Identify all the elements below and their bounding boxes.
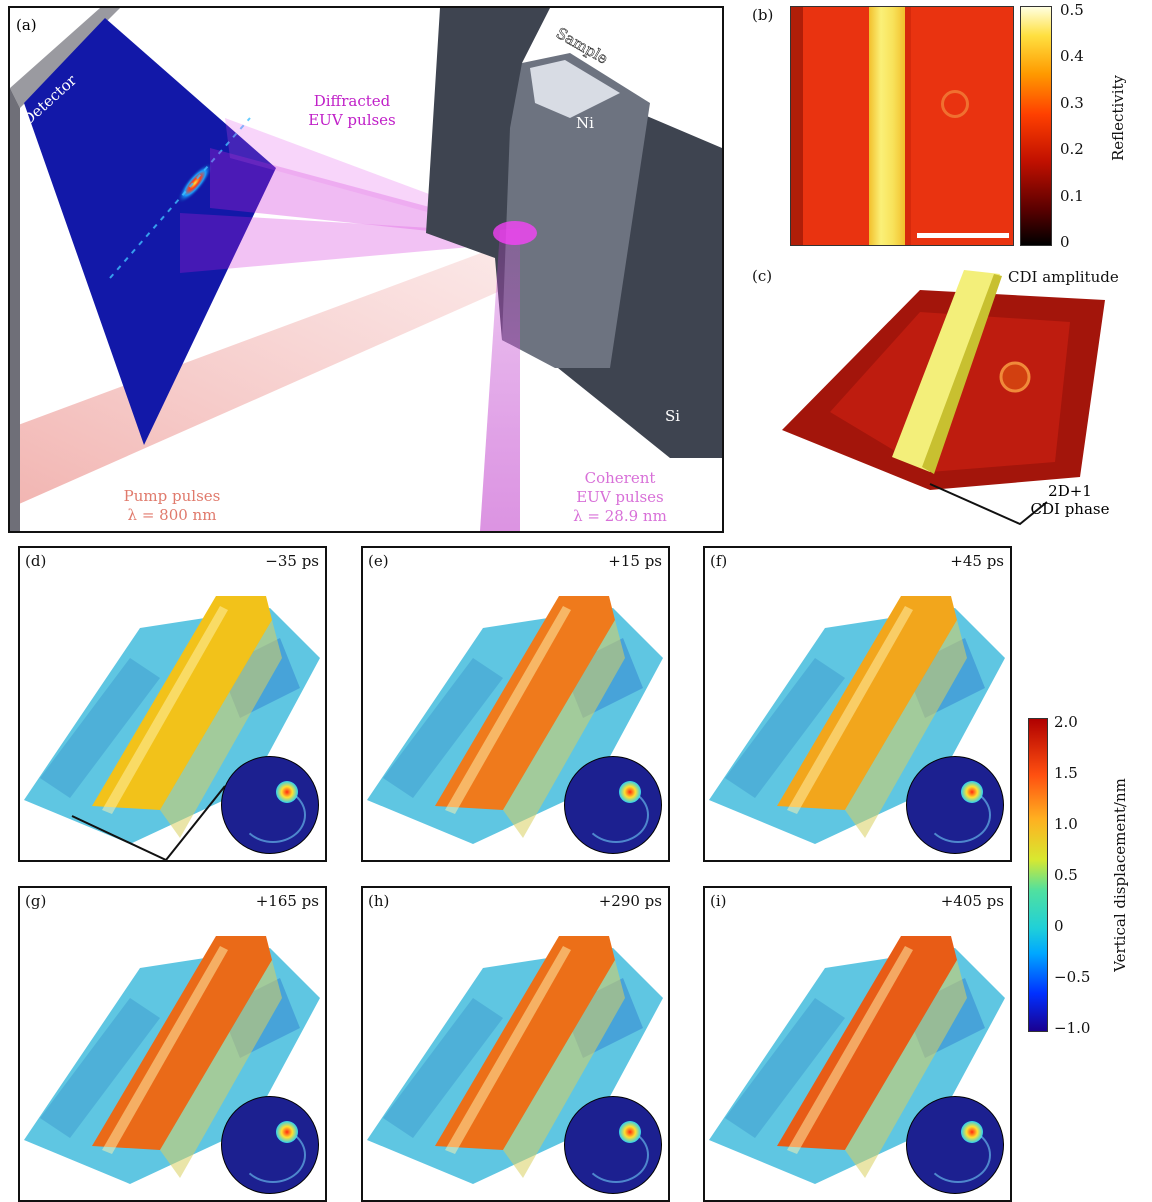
diffraction-inset [906, 1096, 1004, 1194]
snapshot-panel-e: (e) +15 ps [361, 546, 670, 862]
diffraction-arc [583, 787, 649, 843]
displacement-tick: 0.5 [1054, 866, 1078, 884]
diffraction-inset [906, 756, 1004, 854]
cdi-axes [929, 483, 1048, 526]
snapshot-time: +165 ps [255, 892, 319, 910]
snapshot-time: −35 ps [265, 552, 319, 570]
snapshot-panel-d: (d) −35 ps [18, 546, 327, 862]
displacement-tick: 1.0 [1054, 815, 1078, 833]
displacement-tick: 0 [1054, 917, 1064, 935]
reflectivity-tick: 0.1 [1060, 186, 1084, 205]
reflectivity-tick: 0 [1060, 233, 1070, 251]
diffraction-inset [564, 1096, 662, 1194]
snapshot-time: +405 ps [940, 892, 1004, 910]
displacement-colorbar [1028, 718, 1048, 1032]
pump-label-2: λ = 800 nm [128, 506, 217, 524]
snapshot-label: (h) [368, 892, 390, 910]
reflectivity-colorbar [1020, 6, 1052, 246]
reflectivity-tick: 0.3 [1060, 93, 1084, 112]
cdi-amplitude-label: CDI amplitude [1008, 268, 1119, 286]
coherent-beam [480, 228, 520, 531]
displacement-tick: 1.5 [1054, 764, 1078, 782]
panel-c-label: (c) [752, 267, 773, 285]
pump-label-1: Pump pulses [124, 487, 221, 505]
detector-plane [24, 18, 276, 445]
reflectivity-map [790, 6, 1014, 246]
diffraction-arc [925, 787, 991, 843]
diffraction-arc [240, 787, 306, 843]
snapshot-label: (f) [710, 552, 728, 570]
reflectivity-tick: 0.4 [1060, 47, 1084, 66]
ni-stripe [502, 53, 650, 368]
scale-bar [917, 233, 1009, 238]
snapshot-time: +15 ps [608, 552, 662, 570]
displacement-tick: 2.0 [1054, 713, 1078, 731]
coherent-label-3: λ = 28.9 nm [573, 507, 667, 525]
cdi-ni-ridge [892, 270, 1000, 472]
cdi-phase-label-1: 2D+1 [1048, 482, 1092, 500]
displacement-tick: −0.5 [1054, 968, 1091, 986]
diffraction-inset [221, 756, 319, 854]
diffracted-label-1: Diffracted [314, 92, 391, 110]
reflectivity-tick: 0.5 [1060, 1, 1084, 19]
snapshot-panel-f: (f) +45 ps [703, 546, 1012, 862]
snapshot-label: (g) [25, 892, 47, 910]
cdi-phase-label-2: CDI phase [1031, 500, 1110, 518]
snapshot-panel-i: (i) +405 ps [703, 886, 1012, 1202]
ni-stripe-map [869, 7, 905, 245]
displacement-tick: −1.0 [1054, 1019, 1091, 1037]
snapshot-axes [71, 785, 226, 860]
panel-a-frame: (a) Detector Sample Diffracted EUV pulse… [8, 6, 724, 533]
diffraction-arc [925, 1127, 991, 1183]
diffraction-arc [583, 1127, 649, 1183]
panel-a-illustration: (a) Detector Sample Diffracted EUV pulse… [10, 8, 722, 531]
coherent-label-1: Coherent [585, 469, 656, 487]
diffraction-pattern [177, 162, 213, 204]
cdi-defect [999, 361, 1031, 393]
diffraction-inset [564, 756, 662, 854]
snapshot-label: (e) [368, 552, 389, 570]
reflectivity-tick: 0.2 [1060, 140, 1084, 159]
reflectivity-title: Reflectivity [1109, 74, 1127, 162]
snapshot-panel-h: (h) +290 ps [361, 886, 670, 1202]
diffracted-label-2: EUV pulses [308, 111, 396, 129]
diffraction-inset [221, 1096, 319, 1194]
ni-label: Ni [576, 114, 594, 132]
snapshot-panel-g: (g) +165 ps [18, 886, 327, 1202]
panel-b-label: (b) [752, 6, 774, 24]
snapshot-time: +290 ps [598, 892, 662, 910]
snapshot-time: +45 ps [950, 552, 1004, 570]
snapshot-label: (d) [25, 552, 47, 570]
si-label: Si [665, 407, 680, 425]
displacement-title: Vertical displacement/nm [1111, 778, 1129, 972]
coherent-label-2: EUV pulses [576, 488, 664, 506]
snapshot-label: (i) [710, 892, 727, 910]
diffraction-arc [240, 1127, 306, 1183]
defect-ring [941, 90, 969, 118]
panel-a-label: (a) [16, 16, 37, 34]
cdi-3d-render: 2D+1 CDI phase [782, 270, 1110, 526]
